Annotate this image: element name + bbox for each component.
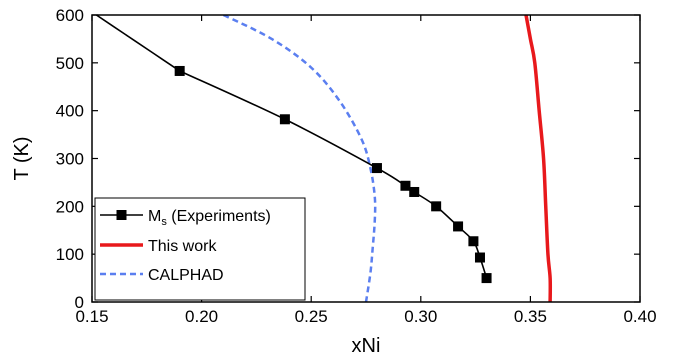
series-line-this-work (524, 15, 553, 302)
y-tick-label: 400 (56, 102, 84, 121)
legend-label-this-work: This work (148, 238, 217, 255)
axis-ticks: 0.15 0.20 0.25 0.30 0.35 0.40 0 100 200 300 400 500… (56, 6, 657, 326)
series-layer (95, 15, 553, 302)
y-axis-label: T (K) (11, 136, 33, 180)
y-tick-label: 600 (56, 6, 84, 25)
legend-label-calphad: CALPHAD (148, 267, 224, 284)
y-tick-label: 0 (75, 293, 84, 312)
legend-label-experiments: Ms (Experiments) (148, 208, 271, 228)
y-tick-label: 300 (56, 150, 84, 169)
data-point-experiments (468, 236, 479, 247)
x-axis-label: xNi (352, 335, 381, 357)
x-tick-label: 0.20 (185, 307, 218, 326)
y-tick-label: 200 (56, 197, 84, 216)
x-tick-label: 0.15 (75, 307, 108, 326)
legend-label-rest: (Experiments) (167, 208, 271, 225)
data-point-experiments (431, 201, 442, 212)
y-tick-label: 500 (56, 54, 84, 73)
legend-marker-experiments (116, 210, 127, 220)
data-point-experiments (174, 65, 185, 76)
data-point-experiments (481, 273, 492, 284)
legend-label-main: M (148, 208, 161, 225)
legend-label-subscript: s (161, 216, 167, 228)
data-point-experiments (400, 180, 411, 191)
legend: Ms (Experiments) This work CALPHAD (94, 197, 306, 301)
series-line-experiments-extension (95, 15, 181, 72)
series-line-calphad (222, 15, 377, 302)
x-tick-label: 0.40 (623, 307, 656, 326)
data-point-experiments (409, 186, 420, 197)
data-point-experiments (453, 221, 464, 232)
y-tick-label: 100 (56, 245, 84, 264)
x-tick-label: 0.35 (514, 307, 547, 326)
x-tick-label: 0.30 (404, 307, 437, 326)
data-point-experiments (279, 114, 290, 125)
x-tick-label: 0.25 (295, 307, 328, 326)
data-point-experiments (474, 252, 485, 263)
data-point-experiments (371, 163, 382, 174)
